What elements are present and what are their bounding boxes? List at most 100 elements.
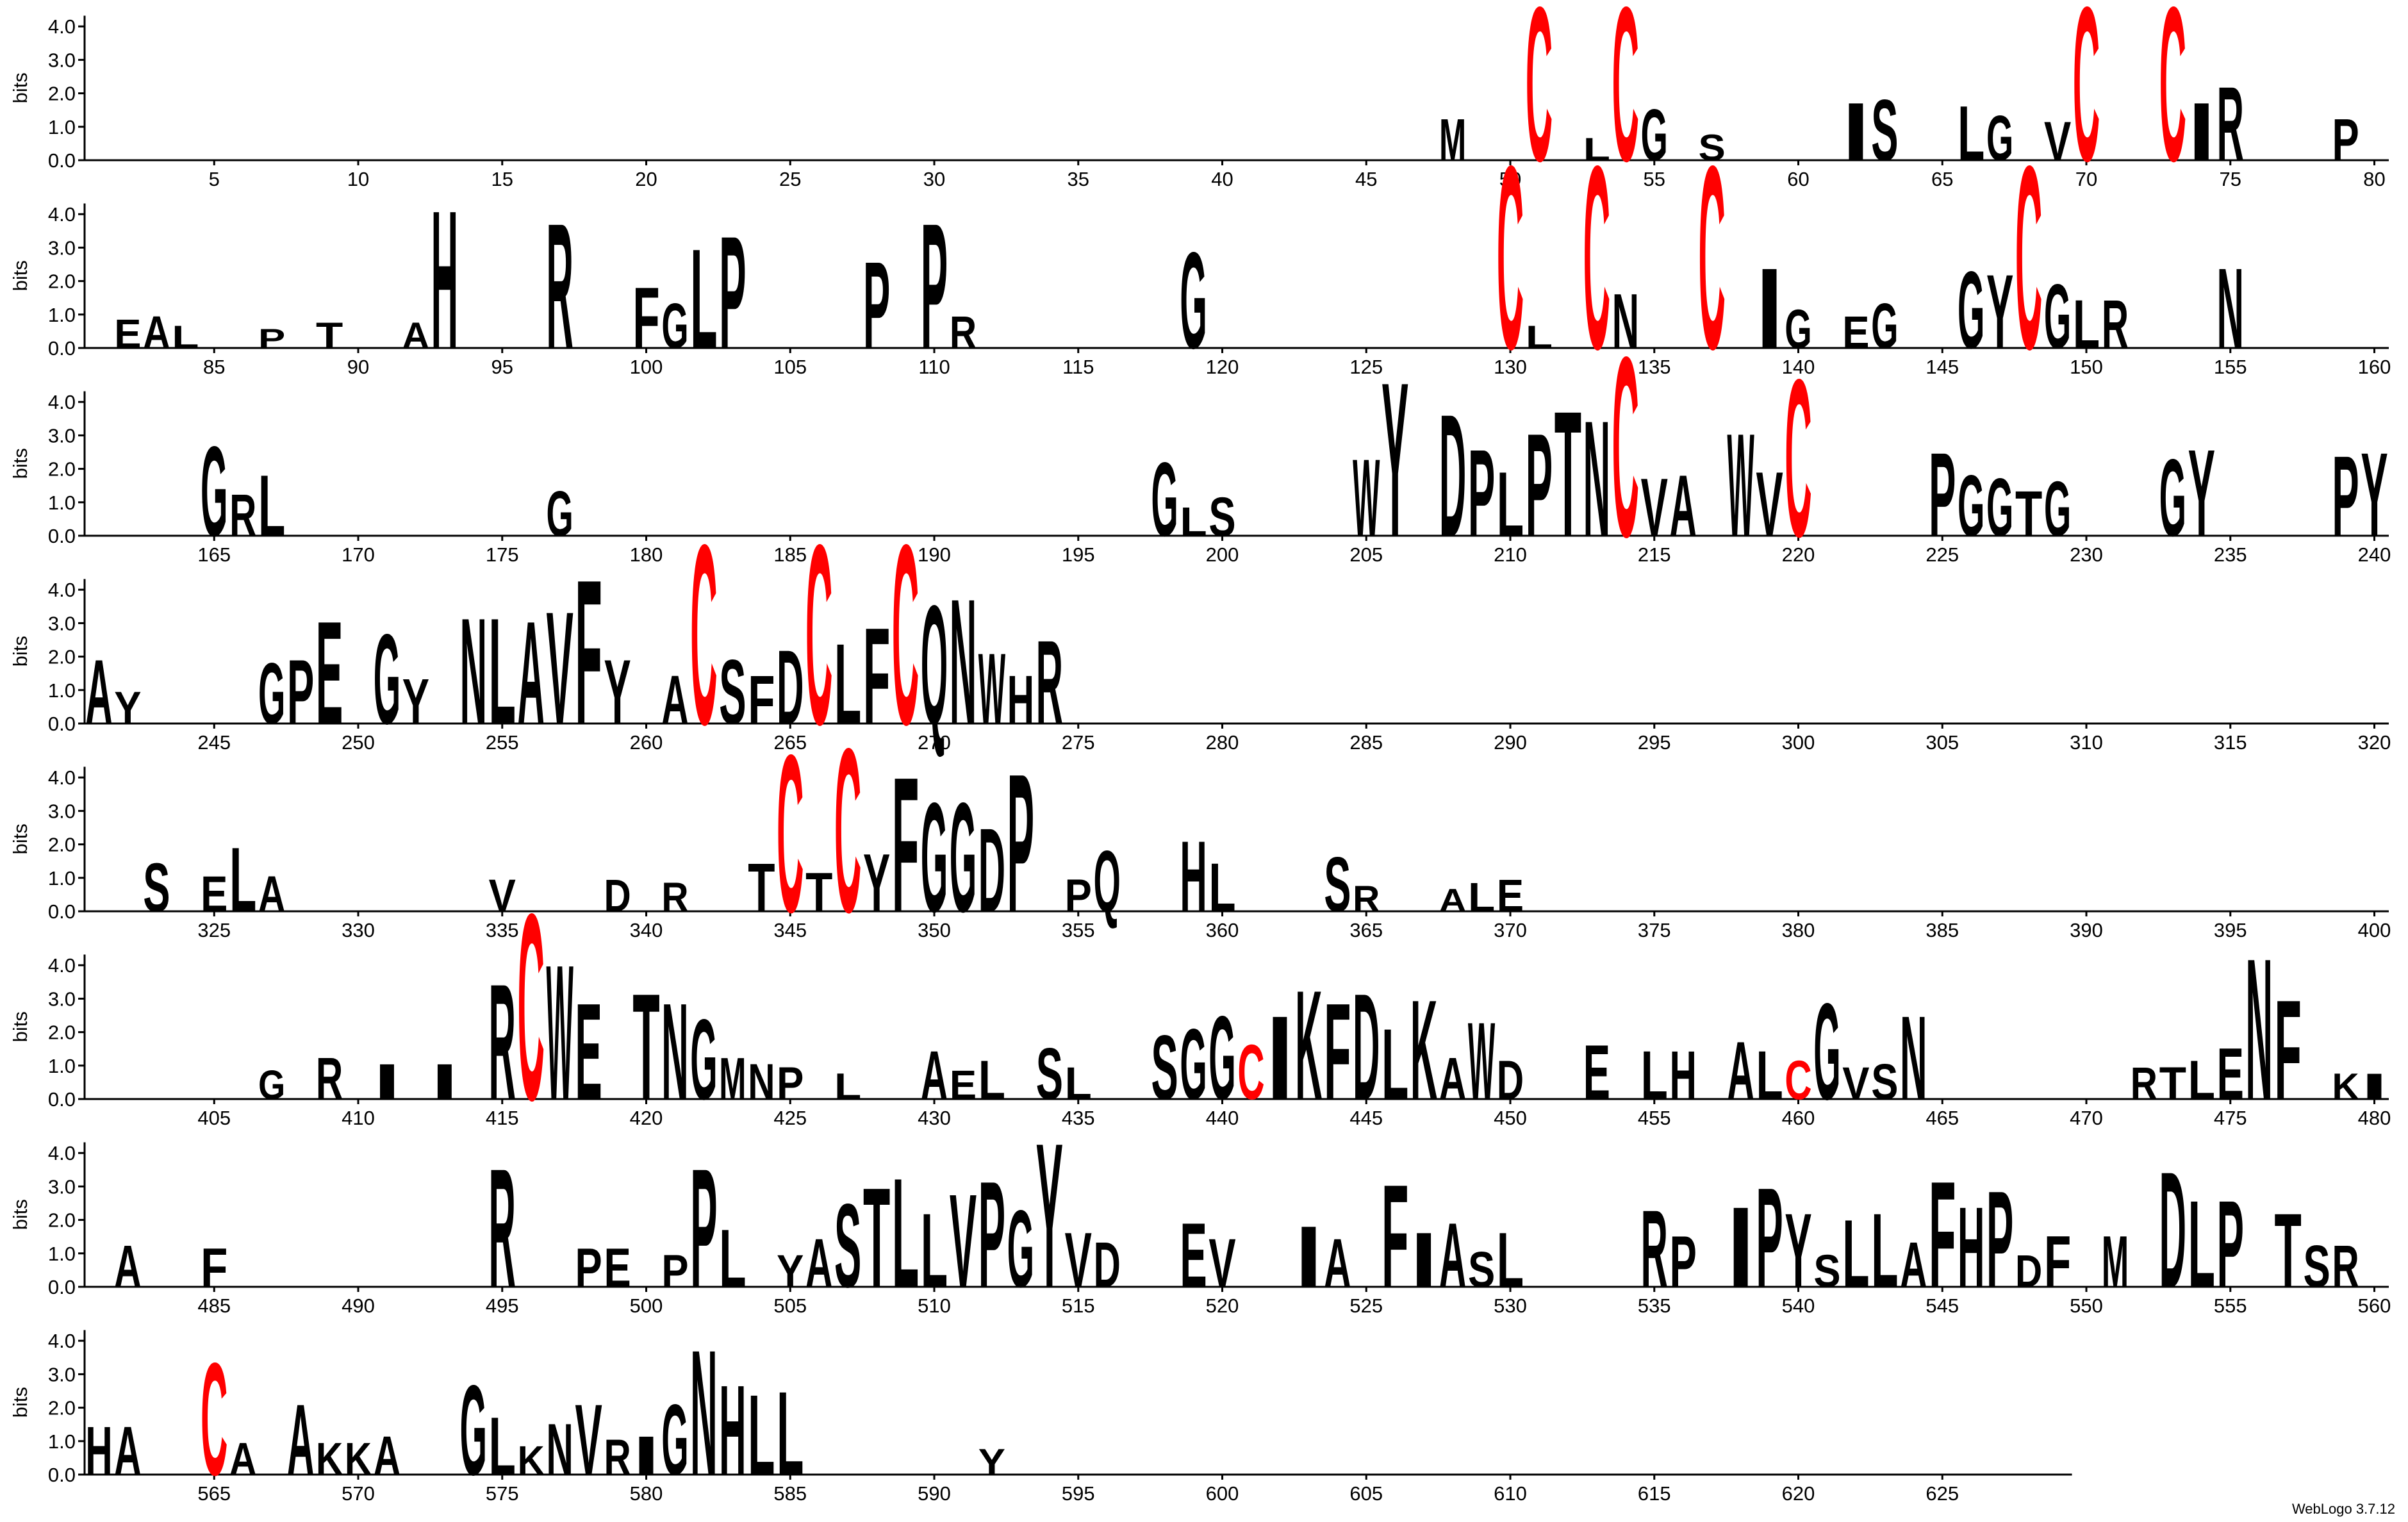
y-tick-label: 4.0 [48, 391, 76, 413]
logo-letter: C [1237, 1029, 1264, 1116]
logo-letter: A [1324, 1225, 1351, 1302]
logo-letter: L [229, 829, 256, 931]
x-tick-label: 300 [1782, 731, 1815, 754]
x-tick-label: 120 [1206, 356, 1239, 378]
logo-letter: L [921, 1193, 948, 1310]
logo-letter: W [1353, 436, 1380, 559]
logo-letter: Y [402, 665, 429, 738]
logo-letter: S [1151, 1017, 1178, 1119]
logo-letter: V [1756, 454, 1783, 556]
logo-letter: L [2188, 1175, 2215, 1314]
x-tick-label: 35 [1068, 168, 1089, 190]
logo-letter: L [892, 1145, 919, 1320]
logo-letter: A [258, 865, 285, 922]
x-tick-label: 330 [342, 919, 375, 941]
logo-letter: G [1986, 462, 2013, 554]
logo-letter: L [1468, 874, 1495, 920]
logo-letter: A [374, 1425, 400, 1486]
logo-letter: T [748, 850, 775, 927]
logo-letter: G [1871, 290, 1898, 362]
y-tick-label: 3.0 [48, 988, 76, 1010]
x-tick-label: 55 [1644, 168, 1665, 190]
logo-letter: Y [114, 682, 141, 734]
logo-letter: P [287, 641, 314, 743]
x-tick-label: 410 [342, 1107, 375, 1129]
logo-letter: D [1094, 1228, 1121, 1301]
logo-letter: A [287, 1384, 314, 1497]
logo-letter: A [661, 662, 688, 739]
logo-letter: V [1842, 1058, 1869, 1109]
logo-letter: A [1439, 882, 1466, 918]
x-tick-label: 535 [1638, 1295, 1671, 1317]
x-tick-label: 45 [1355, 168, 1377, 190]
y-axis-label: bits [9, 448, 31, 479]
logo-letter: D [604, 870, 631, 922]
logo-letter: Y [777, 1246, 804, 1297]
logo-letter: P [2332, 433, 2359, 561]
x-tick-label: 515 [1062, 1295, 1095, 1317]
logo-letter: N [2246, 918, 2273, 1143]
logo-letter: H [1007, 662, 1034, 739]
x-tick-label: 600 [1206, 1482, 1239, 1505]
logo-letter: C [1785, 333, 1811, 584]
x-tick-label: 500 [630, 1295, 663, 1317]
logo-letter: V [489, 870, 516, 922]
logo-row: bits 0.0 1.0 2.0 3.0 4.0 245 250 255 260 265 270 275… [9, 490, 2391, 778]
y-tick-label: 4.0 [48, 1330, 76, 1352]
y-axis-label: bits [9, 72, 31, 103]
x-tick-label: 400 [2358, 919, 2391, 941]
logo-letter: G [201, 420, 227, 563]
y-tick-label: 4.0 [48, 766, 76, 789]
y-tick-label: 2.0 [48, 270, 76, 293]
y-tick-label: 1.0 [48, 867, 76, 889]
logo-letter: G [2044, 266, 2071, 368]
logo-letter: P [1986, 1163, 2013, 1317]
y-tick-label: 2.0 [48, 83, 76, 105]
x-tick-label: 615 [1638, 1482, 1671, 1505]
x-tick-label: 10 [347, 168, 369, 190]
logo-letter: C [1583, 112, 1610, 404]
y-tick-label: 1.0 [48, 1243, 76, 1265]
x-tick-label: 110 [918, 356, 950, 378]
y-axis-label: bits [9, 1199, 31, 1230]
x-tick-label: 465 [1926, 1107, 1959, 1129]
x-tick-label: 445 [1349, 1107, 1383, 1129]
logo-letter: G [1151, 442, 1178, 559]
x-tick-label: 430 [918, 1107, 951, 1129]
logo-letter: G [1641, 94, 1668, 176]
x-tick-label: 415 [486, 1107, 519, 1129]
y-tick-label: 1.0 [48, 1055, 76, 1077]
logo-letter: V [950, 1168, 977, 1316]
x-tick-label: 65 [1931, 168, 1953, 190]
logo-row: bits 0.0 1.0 2.0 3.0 4.0 5 10 15 20 25 30 35 40 45 50 55… [9, 0, 2389, 208]
y-tick-label: 0.0 [48, 1088, 76, 1111]
x-tick-label: 560 [2358, 1295, 2391, 1317]
y-tick-label: 0.0 [48, 1276, 76, 1298]
x-tick-label: 520 [1206, 1295, 1239, 1317]
logo-letter: K [1295, 957, 1322, 1132]
y-axis-label: bits [9, 260, 31, 291]
logo-letter: A [1900, 1228, 1927, 1301]
y-axis-label: bits [9, 823, 31, 854]
logo-letter: G [1180, 1009, 1207, 1121]
logo-letter: C [1497, 112, 1524, 404]
logo-letter: G [1958, 458, 1984, 554]
logo-letter: A [518, 590, 545, 755]
y-tick-label: 3.0 [48, 424, 76, 447]
x-tick-label: 195 [1062, 543, 1095, 566]
x-tick-label: 385 [1926, 919, 1959, 941]
logo-letter: R [316, 1045, 343, 1112]
logo-letter: D [777, 629, 804, 747]
x-tick-label: 550 [2070, 1295, 2103, 1317]
logo-letter: L [1180, 499, 1207, 545]
logo-letter: R [489, 950, 516, 1134]
logo-letter: H [1958, 1184, 1984, 1312]
y-tick-label: 0.0 [48, 149, 76, 172]
logo-letter: Y [1036, 1100, 1063, 1331]
logo-letter: S [1871, 82, 1898, 179]
x-tick-label: 565 [197, 1482, 231, 1505]
x-tick-label: 505 [773, 1295, 807, 1317]
logo-letter: D [1353, 962, 1380, 1131]
logo-letter: V [1641, 462, 1668, 554]
